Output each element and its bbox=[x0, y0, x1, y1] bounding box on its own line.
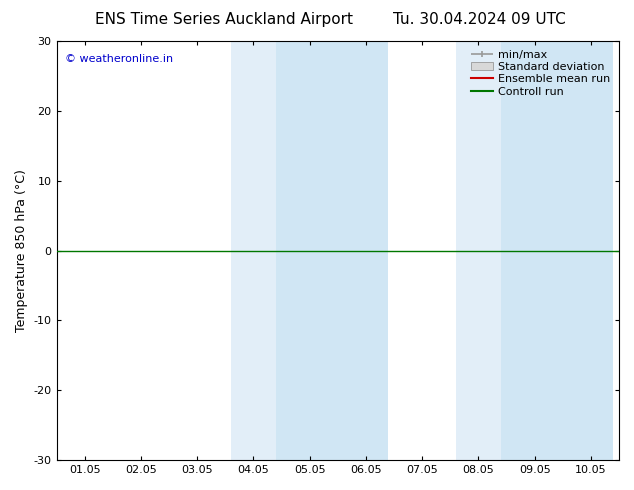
Bar bbox=[456, 41, 501, 460]
Bar bbox=[501, 41, 613, 460]
Text: ENS Time Series Auckland Airport: ENS Time Series Auckland Airport bbox=[95, 12, 353, 27]
Legend: min/max, Standard deviation, Ensemble mean run, Controll run: min/max, Standard deviation, Ensemble me… bbox=[468, 47, 614, 100]
Y-axis label: Temperature 850 hPa (°C): Temperature 850 hPa (°C) bbox=[15, 169, 28, 332]
Text: © weatheronline.in: © weatheronline.in bbox=[65, 53, 173, 64]
Text: Tu. 30.04.2024 09 UTC: Tu. 30.04.2024 09 UTC bbox=[393, 12, 566, 27]
Bar bbox=[276, 41, 389, 460]
Bar bbox=[231, 41, 276, 460]
